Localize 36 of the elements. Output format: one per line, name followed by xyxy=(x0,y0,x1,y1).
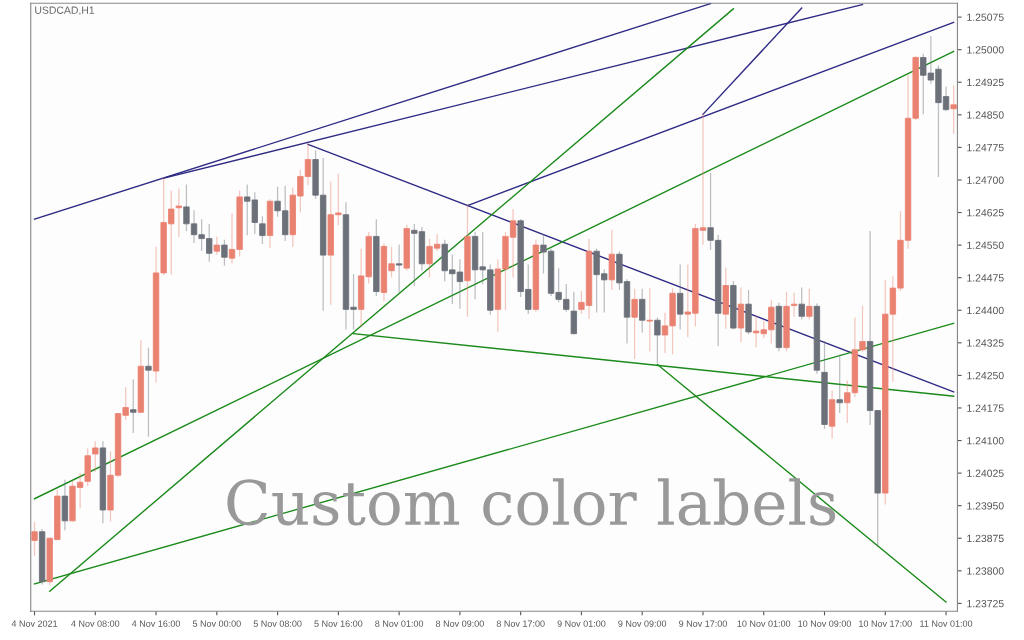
x-tick-label: 10 Nov 09:00 xyxy=(798,620,852,627)
x-tick-label: 11 Nov 01:00 xyxy=(920,620,973,627)
y-tick-label: 1.24325 xyxy=(967,339,1004,347)
y-tick-label: 1.24100 xyxy=(967,437,1004,445)
x-tick-label: 5 Nov 08:00 xyxy=(253,620,302,627)
y-tick-label: 1.24400 xyxy=(967,306,1004,315)
y-tick-label: 1.24775 xyxy=(967,143,1004,152)
chart-title: USDCAD,H1 xyxy=(35,6,95,16)
y-tick-label: 1.24175 xyxy=(967,404,1004,412)
y-tick-label: 1.24475 xyxy=(967,274,1004,282)
x-tick-label: 9 Nov 01:00 xyxy=(557,620,606,627)
y-tick-label: 1.23875 xyxy=(967,534,1004,543)
y-tick-label: 1.23950 xyxy=(967,502,1004,510)
x-tick-label: 4 Nov 16:00 xyxy=(131,620,181,627)
x-tick-label: 8 Nov 17:00 xyxy=(496,620,545,627)
x-tick-label: 9 Nov 17:00 xyxy=(679,620,727,627)
x-tick-label: 9 Nov 09:00 xyxy=(618,620,667,627)
y-tick-label: 1.24850 xyxy=(967,111,1004,119)
y-tick-label: 1.24550 xyxy=(967,241,1004,249)
x-tick-label: 10 Nov 17:00 xyxy=(859,620,912,627)
x-tick-label: 8 Nov 01:00 xyxy=(375,620,424,627)
x-tick-label: 10 Nov 01:00 xyxy=(737,620,791,627)
x-tick-label: 5 Nov 16:00 xyxy=(314,620,363,627)
y-tick-label: 1.25000 xyxy=(967,46,1004,54)
y-tick-label: 1.24250 xyxy=(967,371,1004,380)
y-tick-label: 1.24025 xyxy=(967,469,1004,477)
y-tick-label: 1.24625 xyxy=(967,209,1004,217)
y-tick-label: 1.25075 xyxy=(967,13,1004,21)
y-tick-label: 1.23725 xyxy=(967,599,1004,608)
x-tick-label: 4 Nov 08:00 xyxy=(71,620,120,627)
x-tick-label: 5 Nov 00:00 xyxy=(192,620,241,627)
y-tick-label: 1.24925 xyxy=(967,78,1004,87)
x-tick-label: 4 Nov 2021 xyxy=(11,620,58,627)
y-tick-label: 1.24700 xyxy=(967,176,1004,184)
x-tick-label: 8 Nov 09:00 xyxy=(435,620,484,627)
y-tick-label: 1.23800 xyxy=(967,567,1004,575)
